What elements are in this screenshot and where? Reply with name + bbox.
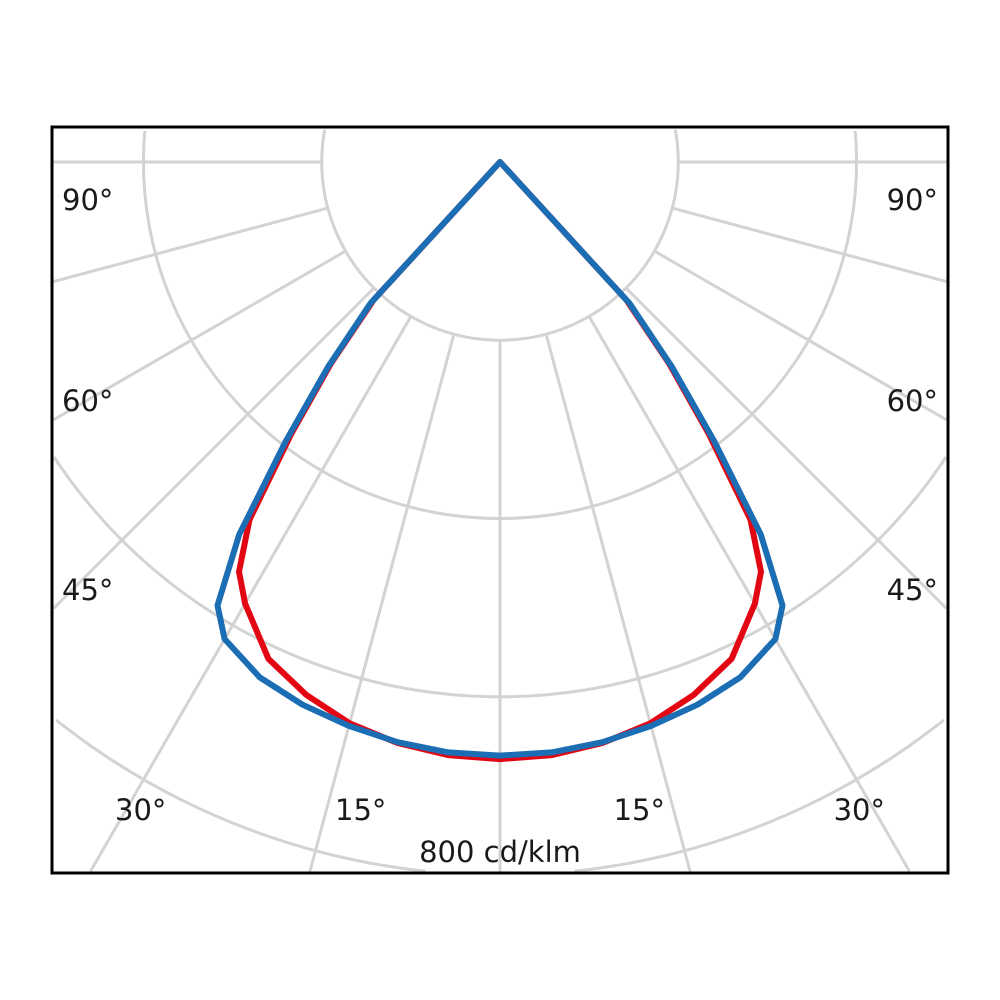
chart-frame [50,125,950,875]
radial-line-right-30 [587,315,911,873]
radial-line-left-45 [52,286,376,610]
tick-right-15: 15° [614,793,665,827]
tick-left-60: 60° [62,384,113,418]
radial-line-right-15 [544,333,692,872]
ring-800 [55,718,945,873]
tick-right-30: 30° [834,793,885,827]
tick-left-15: 15° [335,793,386,827]
radial-line-right-75 [671,206,947,284]
tick-right-90: 90° [887,183,938,217]
ring-200 [320,129,680,342]
radial-line-right-45 [624,286,948,610]
tick-left-45: 45° [62,573,113,607]
radial-line-left-30 [89,315,413,873]
radial-line-left-75 [53,206,329,284]
radial-line-left-15 [308,333,456,872]
tick-right-45: 45° [887,573,938,607]
tick-left-30: 30° [115,793,166,827]
tick-right-60: 60° [887,384,938,418]
grid [52,129,948,873]
tick-left-90: 90° [62,183,113,217]
radial-line-left-60 [52,249,347,422]
curves [214,159,786,763]
ring-400 [142,130,858,520]
radial-line-right-60 [653,249,948,422]
r-axis-label: 800 cd/klm [419,835,581,869]
series-curve-1 [214,159,786,759]
